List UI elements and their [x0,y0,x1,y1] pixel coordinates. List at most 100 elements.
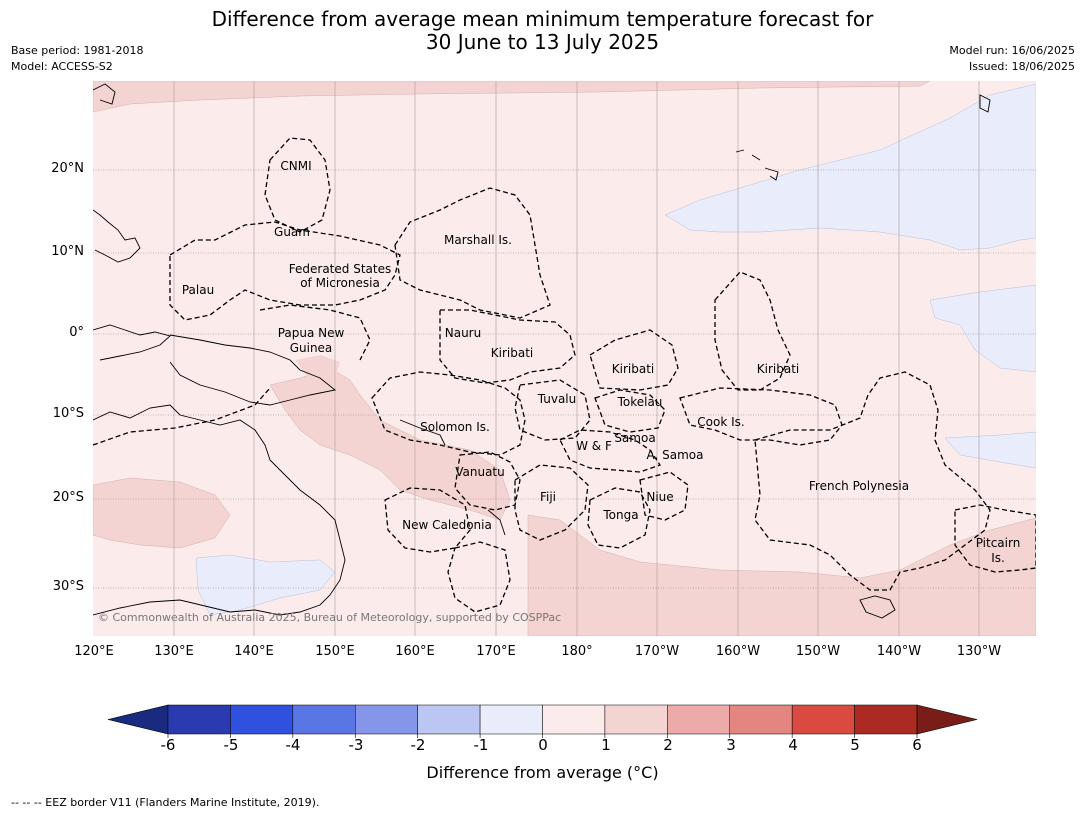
coast-new-guinea [169,334,337,406]
coast-asia [93,83,116,105]
eez-french-polynesia [754,371,991,591]
colorbar [107,704,978,738]
label-niue: Niue [646,490,673,504]
label-tuvalu: Tuvalu [537,392,577,406]
lon-label-140w: 140°W [876,644,922,659]
eez-png-south [93,387,271,446]
colorbar-segment [479,704,543,735]
label-png-line1: Papua New [278,326,345,340]
warm-patch-west [93,477,231,549]
coast-north-islet [979,94,991,113]
eez-footer-note: -- -- -- EEZ border V11 (Flanders Marine… [11,796,320,809]
lon-label-120e: 120°E [74,644,114,659]
label-palau: Palau [182,283,214,297]
label-guam: Guam [274,225,310,239]
meridians [173,81,980,636]
label-png-line2: Guinea [290,341,333,355]
model-run: Model run: 16/06/2025 [949,44,1075,57]
cool-patch-south-east [944,431,1036,469]
lon-label-170e: 170°E [476,644,516,659]
lat-label-20s: 20°S [52,490,84,505]
lat-label-10n: 10°N [51,244,84,259]
eez-kiribati-c [589,329,679,391]
colorbar-tick-label: 4 [788,736,798,754]
lon-label-150e: 150°E [315,644,355,659]
label-nauru: Nauru [445,326,481,340]
colorbar-segment [604,704,668,735]
coast-philippines [93,209,141,263]
label-wf: W & F [576,439,612,453]
eez-kiribati-e [714,271,791,391]
map-area: CNMI Guam Marshall Is. Federated States … [93,81,1036,636]
eez-niue [639,471,689,521]
lon-label-170w: 170°W [634,644,680,659]
colorbar-tick-marks [167,734,918,738]
eez-nauru-kiribati-w [439,309,576,384]
lon-label-180: 180° [561,644,593,659]
coastlines [93,83,991,619]
label-kiribati-central: Kiribati [612,362,654,376]
label-solomon: Solomon Is. [420,420,490,434]
colorbar-under-triangle [107,704,169,735]
label-pitcairn-line2: Is. [991,551,1005,565]
colorbar-tick-label: -1 [473,736,489,754]
coast-new-caledonia [487,509,506,536]
label-french-polynesia: French Polynesia [809,479,909,493]
colorbar-tick-label: 1 [601,736,611,754]
lat-label-30s: 30°S [52,579,84,594]
colorbar-tick-label: -4 [285,736,301,754]
warm-patch-south [527,514,1036,636]
eez-tokelau [594,389,666,433]
coast-nz-east [859,595,896,619]
lon-label-160w: 160°W [715,644,761,659]
colorbar-segment [791,704,855,735]
label-fsm-line1: Federated States [289,262,391,276]
colorbar-over-triangle [916,704,978,735]
coast-sulawesi [93,324,171,361]
eez-wf-samoa [559,429,662,473]
colorbar-tick-label: -3 [348,736,364,754]
warm-patch-coral-sea [269,367,511,521]
lon-label-160e: 160°E [395,644,435,659]
map-title-line2: 30 June to 13 July 2025 [425,30,660,54]
label-tonga: Tonga [602,508,638,522]
eez-tonga [587,487,651,549]
colorbar-segment [542,704,606,735]
colorbar-segment [729,704,793,735]
lon-label-130w: 130°W [956,644,1002,659]
label-kiribati-east: Kiribati [757,362,799,376]
label-pitcairn-line1: Pitcairn [976,536,1021,550]
colorbar-segments [167,704,918,735]
model-name: Model: ACCESS-S2 [11,60,113,73]
eez-fiji [514,464,589,541]
colorbar-segment [854,704,918,735]
colorbar-segment [230,704,294,735]
lon-label-130e: 130°E [154,644,194,659]
parallels [93,169,1036,589]
label-fiji: Fiji [540,490,556,504]
eez-borders [93,137,1036,613]
coast-hawaii [735,149,779,181]
base-period: Base period: 1981-2018 [11,44,144,57]
label-marshall: Marshall Is. [444,233,512,247]
label-vanuatu: Vanuatu [455,465,505,479]
eez-norfolk [447,541,511,613]
warm-patch-north [93,81,931,113]
coast-solomons [399,419,446,446]
label-samoa: Samoa [614,431,655,445]
copyright-notice: © Commonwealth of Australia 2025, Bureau… [98,611,561,624]
warm-patch-png [295,355,340,380]
colorbar-tick-label: 0 [538,736,548,754]
colorbar-segment [292,704,356,735]
colorbar-label: Difference from average (°C) [426,763,659,782]
coast-australia [93,404,346,616]
eez-cnmi [264,137,331,233]
eez-fsm-palau [169,221,401,321]
colorbar-tick-label: 5 [850,736,860,754]
eez-solomon [371,371,526,456]
colorbar-segment [417,704,481,735]
lat-label-0: 0° [69,325,84,340]
colorbar-tick-label: -6 [160,736,176,754]
colorbar-tick-label: -5 [223,736,239,754]
